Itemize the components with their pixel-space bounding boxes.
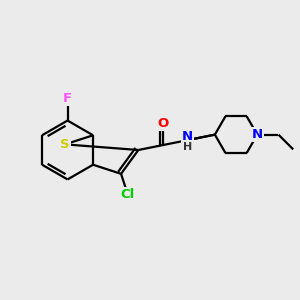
- Text: O: O: [157, 117, 169, 130]
- Text: N: N: [252, 128, 263, 141]
- Text: H: H: [183, 142, 192, 152]
- Text: Cl: Cl: [121, 188, 135, 201]
- Text: N: N: [182, 130, 193, 143]
- Text: S: S: [60, 138, 70, 151]
- Text: F: F: [63, 92, 72, 105]
